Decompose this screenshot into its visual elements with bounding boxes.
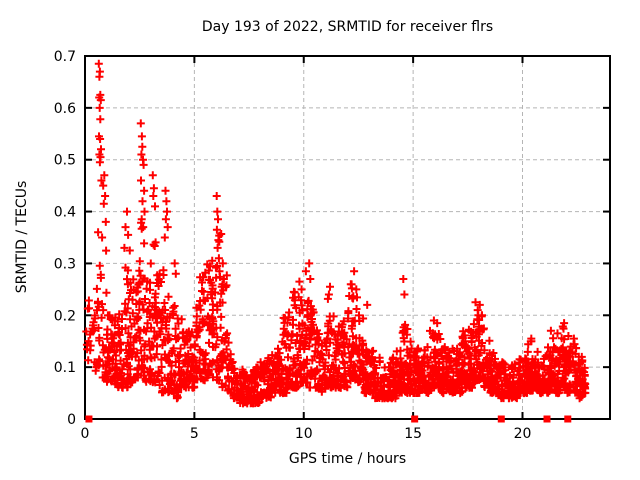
zero-axis-marker (564, 415, 572, 423)
y-tick-label: 0.3 (54, 256, 76, 272)
x-tick-label: 5 (190, 426, 199, 442)
y-axis-label: SRMTID / TECUs (14, 180, 30, 294)
x-tick-label: 0 (81, 426, 90, 442)
x-axis-label: GPS time / hours (288, 451, 407, 467)
x-tick-label: 15 (404, 426, 422, 442)
y-tick-label: 0.1 (54, 360, 76, 376)
y-tick-label: 0.6 (54, 101, 76, 117)
y-tick-label: 0.7 (54, 49, 76, 65)
y-tick-label: 0.2 (54, 308, 76, 324)
y-tick-label: 0.4 (54, 205, 76, 221)
x-tick-label: 20 (514, 426, 532, 442)
zero-axis-marker (411, 415, 419, 423)
zero-axis-marker (85, 415, 93, 423)
data-points (82, 59, 590, 408)
y-tick-label: 0.5 (54, 153, 76, 169)
plot-border (84, 55, 611, 420)
x-tick-label: 10 (295, 426, 313, 442)
y-tick-label: 0 (67, 412, 76, 428)
zero-axis-marker (543, 415, 551, 423)
chart-title: Day 193 of 2022, SRMTID for receiver flr… (201, 19, 494, 35)
zero-axis-marker (497, 415, 505, 423)
